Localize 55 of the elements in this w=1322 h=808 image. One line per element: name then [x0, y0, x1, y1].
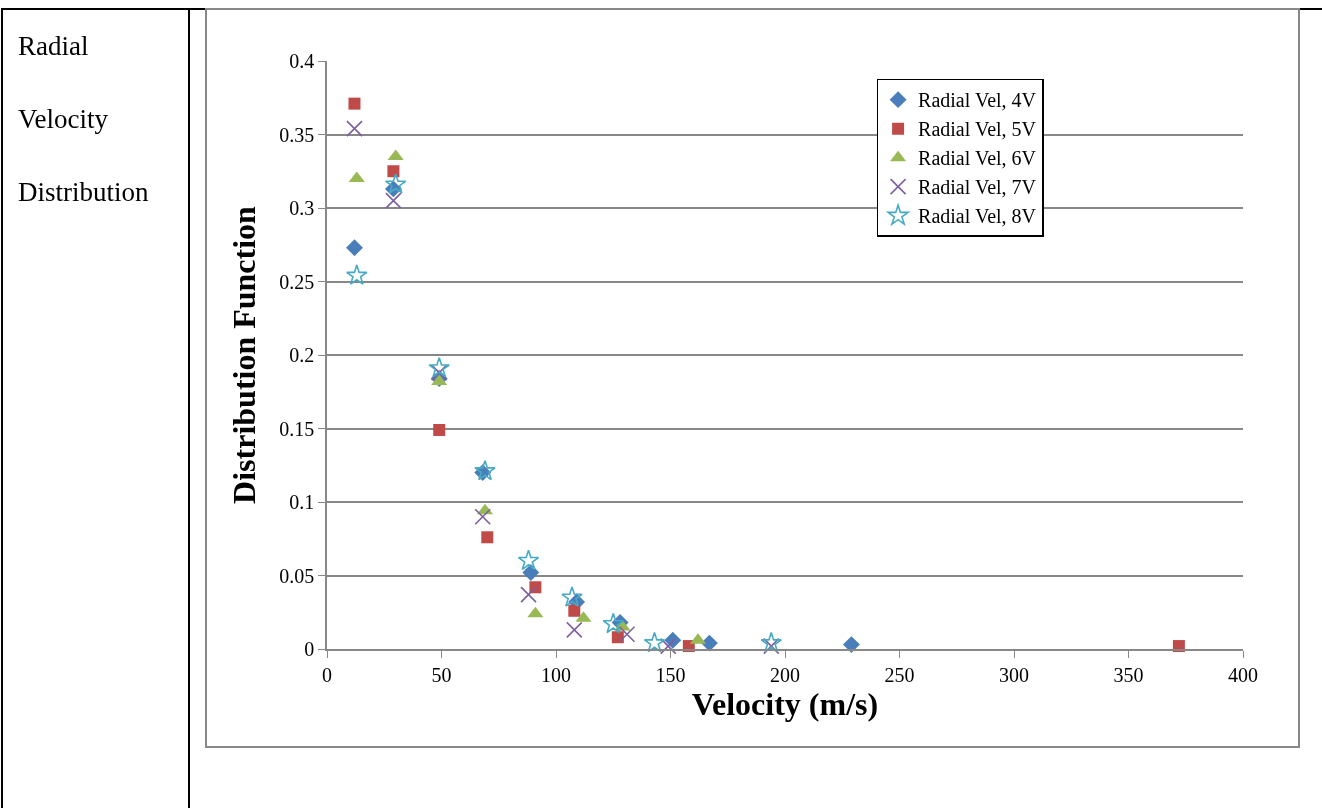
x-tick-label: 0	[322, 663, 332, 686]
point	[474, 508, 492, 525]
point	[522, 564, 540, 582]
point	[760, 631, 783, 653]
point	[433, 423, 446, 436]
point	[618, 626, 636, 643]
x-tick-label: 300	[999, 663, 1029, 686]
legend-label: Radial Vel, 6V	[918, 147, 1037, 170]
point	[520, 586, 537, 603]
point	[762, 637, 780, 655]
point	[346, 239, 363, 257]
x-tick-label: 100	[541, 663, 571, 686]
x-tick-label: 150	[655, 663, 686, 686]
y-tick-label: 0.2	[289, 344, 315, 366]
point	[385, 192, 402, 209]
legend-label: Radial Vel, 5V	[918, 118, 1037, 141]
y-tick-label: 0.15	[279, 417, 315, 440]
y-tick-label: 0.3	[289, 197, 315, 219]
point	[568, 604, 581, 617]
point	[527, 606, 544, 618]
point	[430, 364, 448, 381]
point	[474, 459, 496, 481]
legend-label: Radial Vel, 4V	[918, 89, 1037, 112]
legend-label: Radial Vel, 8V	[918, 205, 1037, 228]
x-tick-label: 400	[1228, 663, 1258, 686]
x-tick-label: 250	[884, 663, 915, 686]
point	[561, 586, 583, 607]
y-tick-label: 0	[304, 638, 315, 660]
y-tick-label: 0.05	[279, 564, 315, 587]
x-tick-label: 350	[1113, 663, 1144, 686]
point	[348, 171, 365, 183]
point	[346, 120, 363, 137]
point	[428, 356, 450, 378]
point	[602, 612, 625, 634]
y-tick-label: 0.25	[279, 270, 315, 293]
x-tick-label: 50	[431, 663, 452, 686]
point	[348, 97, 361, 110]
point	[345, 264, 368, 285]
x-tick-label: 200	[770, 663, 800, 686]
text: Radial Velocity Distribution	[18, 31, 149, 207]
y-axis-title: Distribution Function	[226, 205, 263, 504]
point	[384, 173, 407, 194]
y-tick-label: 0.4	[289, 50, 315, 72]
point	[387, 149, 404, 161]
x-axis-title: Velocity (m/s)	[691, 686, 879, 723]
point	[517, 549, 540, 571]
point	[659, 637, 677, 655]
point	[566, 621, 583, 639]
y-tick-label: 0.35	[279, 123, 315, 146]
legend-label: Radial Vel, 7V	[918, 176, 1037, 199]
point	[643, 631, 666, 653]
y-tick-label: 0.1	[289, 491, 315, 513]
point	[842, 636, 860, 654]
point	[481, 531, 494, 544]
point	[387, 165, 400, 178]
